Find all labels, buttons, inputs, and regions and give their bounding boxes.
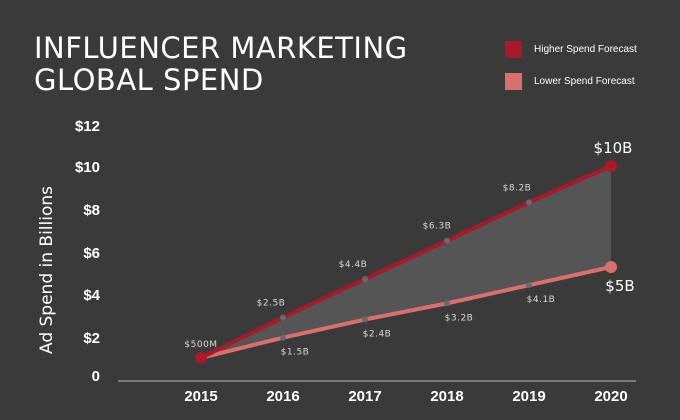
legend-label-lower: Lower Spend Forecast <box>534 75 635 87</box>
lower-data-point <box>280 334 286 341</box>
y-tick-label: $6 <box>83 245 100 262</box>
chart-title: INFLUENCER MARKETING GLOBAL SPEND <box>34 32 408 96</box>
start-data-point <box>195 351 207 364</box>
legend-swatch-lower <box>505 72 522 90</box>
lower-data-label: $4.1B <box>527 295 556 305</box>
x-tick-label: 2020 <box>594 388 627 405</box>
x-tick-label: 2016 <box>266 388 299 405</box>
y-tick-label: $10 <box>75 159 100 176</box>
chart-title-line-1: INFLUENCER MARKETING <box>34 31 408 65</box>
lower-data-label: $3.2B <box>445 313 474 323</box>
legend-swatch-higher <box>505 40 522 58</box>
y-tick-label: $8 <box>83 202 100 219</box>
lower-data-point <box>444 300 450 307</box>
y-axis-label: Ad Spend in Billions <box>37 186 57 354</box>
chart-legend: Higher Spend Forecast Lower Spend Foreca… <box>505 40 637 104</box>
higher-forecast-line <box>199 164 613 360</box>
y-tick-label: $12 <box>75 118 100 135</box>
lower-data-label: $5B <box>605 277 634 295</box>
higher-data-point <box>280 314 286 321</box>
legend-label-higher: Higher Spend Forecast <box>534 43 637 55</box>
higher-data-label: $4.4B <box>339 260 368 270</box>
higher-data-point <box>526 199 532 206</box>
higher-end-data-point <box>605 160 617 172</box>
y-tick-label: 0 <box>92 368 100 385</box>
x-tick-label: 2015 <box>184 388 217 405</box>
legend-item-higher: Higher Spend Forecast <box>505 40 637 58</box>
lower-data-point <box>362 316 368 323</box>
chart-title-line-2: GLOBAL SPEND <box>34 63 264 97</box>
higher-data-label: $6.3B <box>423 222 452 232</box>
y-tick-label: $2 <box>83 330 100 347</box>
higher-data-label: $2.5B <box>257 299 286 309</box>
higher-data-point <box>444 237 450 244</box>
higher-data-point <box>362 276 368 283</box>
x-tick-label: 2018 <box>430 388 463 405</box>
legend-item-lower: Lower Spend Forecast <box>505 72 637 90</box>
lower-data-point <box>526 282 532 289</box>
lower-data-label: $2.4B <box>363 330 392 340</box>
higher-data-label: $500M <box>184 340 217 350</box>
higher-data-label: $10B <box>594 139 633 157</box>
lower-data-label: $1.5B <box>281 348 310 358</box>
lower-end-data-point <box>605 261 617 273</box>
x-tick-label: 2019 <box>512 388 545 405</box>
x-tick-label: 2017 <box>348 388 381 405</box>
lower-forecast-line <box>199 265 613 360</box>
higher-data-label: $8.2B <box>503 183 532 193</box>
y-tick-label: $4 <box>83 287 100 304</box>
